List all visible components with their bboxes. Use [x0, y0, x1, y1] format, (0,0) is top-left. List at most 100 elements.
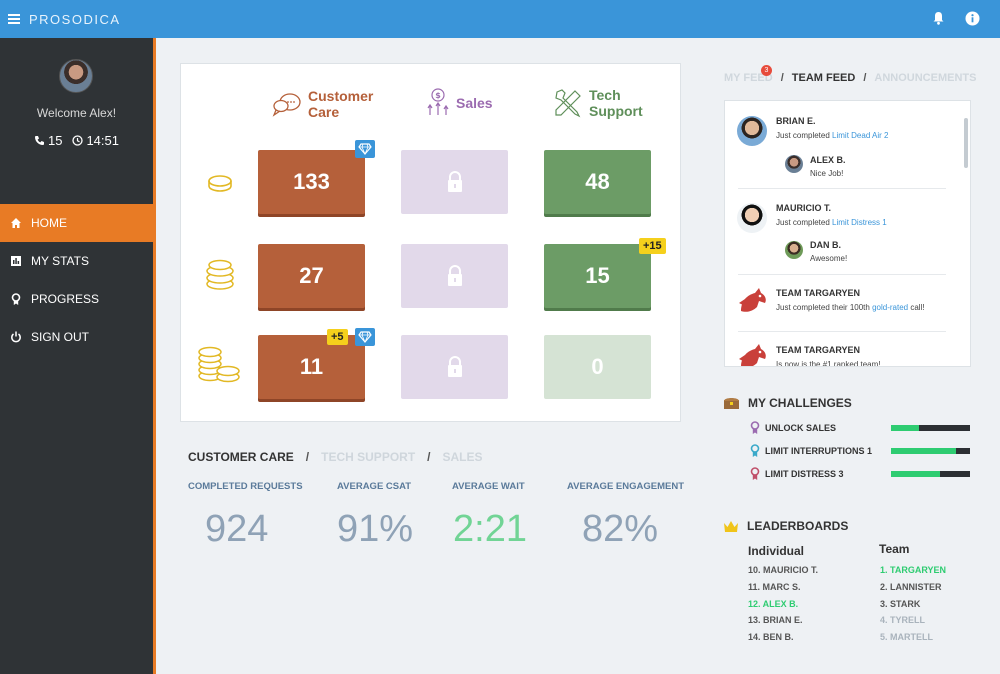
challenge-link[interactable]: gold-rated [872, 303, 909, 312]
tab-customer-care[interactable]: CUSTOMER CARE [188, 450, 294, 464]
tile-tech-support-level-2[interactable]: 15 [544, 244, 651, 308]
individual-header[interactable]: Individual [748, 544, 805, 558]
tile-value: 48 [585, 169, 610, 194]
feed-entry-name[interactable]: TEAM TARGARYEN [776, 345, 860, 355]
feed-list[interactable] [724, 100, 971, 367]
challenges-title: MY CHALLENGES [748, 396, 852, 410]
tile-tech-support-level-1[interactable]: 48 [544, 150, 651, 214]
leaderboard-row: 10. MAURICIO T. [748, 565, 819, 575]
leaderboard-row: 1. TARGARYEN [880, 565, 947, 575]
stats-tabs: CUSTOMER CARE / TECH SUPPORT / SALES [188, 450, 483, 464]
sidebar-item-sign-out[interactable]: SIGN OUT [0, 318, 153, 356]
home-icon [9, 217, 22, 230]
leaderboard-row: 13. BRIAN E. [748, 615, 803, 625]
column-label: Care [308, 104, 340, 120]
sidebar: Welcome Alex! 15 14:51 HOME MY STATS PRO… [0, 38, 153, 674]
tile-sales-level-1[interactable] [401, 150, 508, 214]
feed-reply-text: Awesome! [810, 254, 848, 263]
tab-separator: / [863, 72, 867, 84]
avatar[interactable] [785, 241, 803, 259]
ribbon-icon [750, 467, 760, 480]
feed-entry-text: Just completed Limit Distress 1 [776, 218, 887, 227]
leaderboards-header: LEADERBOARDS [723, 519, 848, 533]
feed-entry-name[interactable]: BRIAN E. [776, 116, 816, 126]
tile-sales-level-3[interactable] [401, 335, 508, 399]
tools-icon [555, 89, 581, 118]
leaderboard-row: 2. LANNISTER [880, 582, 942, 592]
column-header-sales[interactable]: $ Sales [426, 88, 493, 116]
chat-bubbles-icon [272, 93, 301, 117]
info-icon[interactable] [964, 10, 980, 26]
metric-value: 2:21 [453, 508, 527, 550]
feed-entry-prefix: Just completed [776, 131, 833, 140]
challenge-label: LIMIT INTERRUPTIONS 1 [765, 446, 873, 456]
notification-badge: 3 [761, 65, 772, 76]
feed-scrollbar[interactable] [964, 118, 968, 168]
tab-announcements[interactable]: ANNOUNCEMENTS [874, 72, 977, 84]
team-header[interactable]: Team [879, 542, 910, 556]
challenge-link[interactable]: Limit Dead Air 2 [832, 131, 889, 140]
metric-value: 82% [582, 508, 659, 550]
sidebar-accent [153, 38, 156, 674]
crown-icon [724, 520, 738, 532]
tab-sales[interactable]: SALES [442, 450, 483, 464]
tile-value: 27 [299, 263, 324, 288]
phone-icon [34, 136, 44, 145]
tab-tech-support[interactable]: TECH SUPPORT [321, 450, 416, 464]
avatar[interactable] [737, 116, 767, 146]
feed-reply-text: Nice Job! [810, 169, 844, 178]
challenge-item[interactable]: UNLOCK SALES [750, 421, 836, 435]
challenge-item[interactable]: LIMIT INTERRUPTIONS 1 [750, 444, 872, 458]
divider [738, 188, 946, 189]
tab-team-feed[interactable]: TEAM FEED [791, 72, 856, 84]
challenge-link[interactable]: Limit Distress 1 [832, 218, 887, 227]
sidebar-item-progress[interactable]: PROGRESS [0, 280, 153, 318]
feed-tabs: MY FEED / TEAM FEED / ANNOUNCEMENTS [724, 72, 976, 84]
bonus-badge: +5 [327, 329, 348, 345]
tab-separator: / [305, 450, 310, 464]
column-header-customer-care[interactable]: Customer Care [272, 88, 373, 120]
talk-time: 14:51 [86, 133, 119, 148]
sidebar-item-label: HOME [31, 216, 67, 230]
metric-label: COMPLETED REQUESTS [188, 481, 303, 492]
tile-customer-care-level-2[interactable]: 27 [258, 244, 365, 308]
sidebar-item-label: MY STATS [31, 254, 90, 268]
column-header-tech-support[interactable]: Tech Support [553, 87, 643, 119]
menu-icon[interactable] [8, 14, 20, 24]
avatar[interactable] [785, 155, 803, 173]
diamond-badge-icon [355, 328, 375, 346]
app-title: PROSODICA [29, 11, 121, 27]
call-count: 15 [47, 133, 63, 148]
lock-icon [447, 171, 462, 192]
power-icon [9, 331, 22, 344]
sidebar-item-my-stats[interactable]: MY STATS [0, 242, 153, 280]
metric-label: AVERAGE ENGAGEMENT [567, 481, 685, 492]
tile-customer-care-level-1[interactable]: 133 [258, 150, 365, 214]
metric-value: 91% [337, 508, 414, 550]
leaderboard-row: 4. TYRELL [880, 615, 926, 625]
dragon-icon [739, 344, 766, 366]
bell-icon[interactable] [930, 10, 946, 26]
column-label: Customer [308, 88, 374, 104]
feed-reply-name[interactable]: DAN B. [810, 240, 841, 250]
sidebar-item-home[interactable]: HOME [0, 204, 153, 242]
feed-entry-name[interactable]: TEAM TARGARYEN [776, 288, 860, 298]
divider [738, 274, 946, 275]
stats-icon [9, 255, 22, 268]
feed-entry-prefix: Just completed [776, 218, 833, 227]
column-label: Support [589, 103, 643, 119]
bonus-badge: +15 [639, 238, 666, 254]
challenge-item[interactable]: LIMIT DISTRESS 3 [750, 467, 844, 481]
tile-customer-care-level-3[interactable]: 11 [258, 335, 365, 399]
tile-tech-support-level-3[interactable]: 0 [544, 335, 651, 399]
feed-entry-suffix: call! [908, 303, 925, 312]
feed-entry-name[interactable]: MAURICIO T. [776, 203, 831, 213]
challenge-progress-bar [891, 471, 970, 477]
user-stats: 15 14:51 [0, 133, 153, 148]
tab-my-feed[interactable]: MY FEED [724, 72, 773, 84]
avatar[interactable] [737, 203, 767, 233]
tile-sales-level-2[interactable] [401, 244, 508, 308]
feed-reply-name[interactable]: ALEX B. [810, 155, 846, 165]
tab-separator: / [427, 450, 431, 464]
avatar[interactable] [59, 59, 93, 93]
